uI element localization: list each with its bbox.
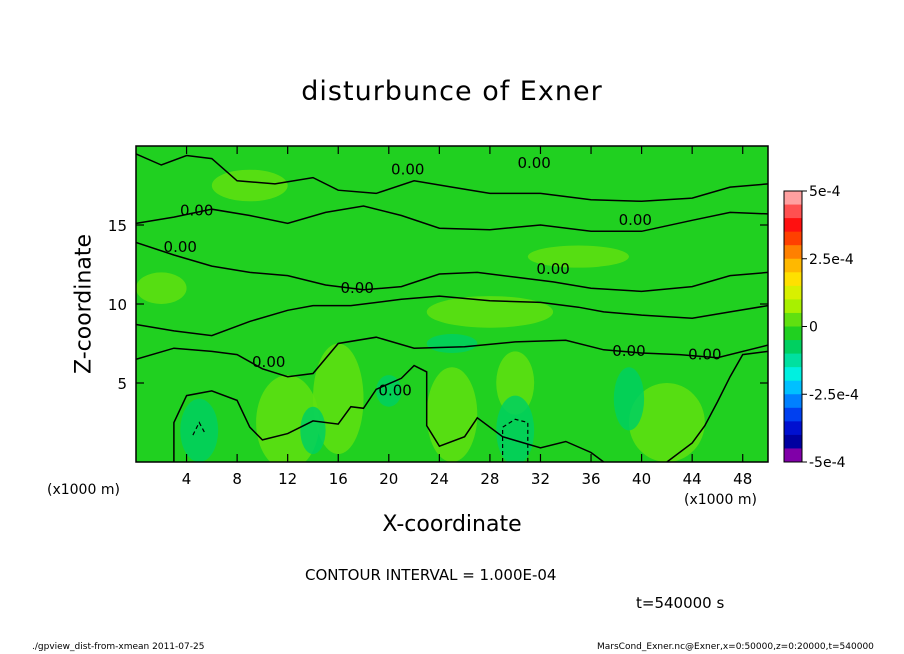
y-tick-label: 5	[117, 375, 127, 393]
colorbar-tick-label: 0	[809, 320, 818, 336]
x-tick-label: 44	[683, 470, 702, 488]
contour-line	[136, 153, 768, 203]
contour-label: 0.00	[688, 345, 721, 363]
negative-patch	[180, 398, 219, 462]
positive-patch	[496, 351, 535, 415]
contour-label: 0.00	[252, 353, 285, 371]
colorbar-swatch	[784, 421, 802, 436]
negative-patch	[300, 406, 326, 455]
contour-label: 0.00	[164, 238, 197, 256]
contour-label: 0.00	[340, 279, 373, 297]
negative-patch	[426, 334, 478, 353]
contour-label: 0.00	[391, 160, 424, 178]
colorbar-swatch	[784, 353, 802, 368]
contour-line	[136, 205, 768, 233]
x-tick-label: 32	[531, 470, 550, 488]
x-tick-label: 8	[232, 470, 242, 488]
negative-patch	[613, 367, 645, 431]
colorbar-tick-label: 2.5e-4	[809, 252, 854, 268]
colorbar-tick-label: 5e-4	[809, 184, 841, 200]
colorbar-swatch	[784, 326, 802, 341]
positive-patch	[426, 296, 554, 328]
contour-label: 0.00	[619, 211, 652, 229]
contour-line	[136, 241, 768, 293]
positive-patch	[426, 367, 478, 462]
colorbar-swatch	[784, 191, 802, 206]
contour-label: 0.00	[180, 202, 213, 220]
positive-patch	[312, 343, 364, 455]
x-tick-label: 24	[430, 470, 449, 488]
positive-patch	[628, 383, 705, 462]
contour-label: 0.00	[517, 154, 550, 172]
colorbar-swatch	[784, 258, 802, 273]
negative-patch	[496, 395, 535, 462]
x-unit-label-right: (x1000 m)	[684, 492, 757, 508]
x-tick-label: 4	[182, 470, 192, 488]
colorbar-tick-label: -2.5e-4	[809, 387, 859, 403]
x-tick-label: 12	[278, 470, 297, 488]
colorbar-swatch	[784, 367, 802, 382]
colorbar-swatch	[784, 434, 802, 449]
colorbar-swatch	[784, 231, 802, 246]
colorbar-swatch	[784, 448, 802, 463]
x-tick-label: 28	[480, 470, 499, 488]
negative-contour-line	[192, 421, 205, 436]
colorbar-swatch	[784, 272, 802, 287]
chart-title: disturbunce of Exner	[301, 76, 603, 107]
colorbar-swatch	[784, 299, 802, 314]
colorbar-swatch	[784, 245, 802, 260]
positive-patch	[136, 272, 187, 305]
x-tick-label: 20	[379, 470, 398, 488]
colorbar-swatch	[784, 204, 802, 219]
contour-interval-text: CONTOUR INTERVAL = 1.000E-04	[305, 566, 557, 584]
contour-label: 0.00	[536, 260, 569, 278]
x-tick-label: 36	[581, 470, 600, 488]
y-axis-label: Z-coordinate	[71, 234, 97, 374]
x-tick-label: 48	[733, 470, 752, 488]
time-stamp: t=540000 s	[636, 594, 725, 612]
positive-patch	[211, 169, 288, 202]
heatmap-patches: 0.00 0.00 0.00 0.00 0.00 0.00 0.00 0.00 0.00 0.00…	[136, 153, 768, 462]
y-tick-label: 15	[108, 217, 127, 235]
positive-patch	[527, 245, 629, 268]
negative-contour-line	[502, 418, 529, 462]
y-tick-label: 10	[108, 296, 127, 314]
x-tick-label: 16	[329, 470, 348, 488]
colorbar-swatch	[784, 312, 802, 327]
contour-label: 0.00	[378, 382, 411, 400]
colorbar-swatch	[784, 218, 802, 233]
colorbar-tick-label: -5e-4	[809, 455, 846, 471]
footer-right-text: MarsCond_Exner.nc@Exner,x=0:50000,z=0:20…	[597, 642, 874, 652]
footer-left-text: ./gpview_dist-from-xmean 2011-07-25	[32, 642, 205, 652]
contour-line	[136, 295, 768, 337]
x-axis-label: X-coordinate	[382, 512, 522, 537]
contour-line	[173, 364, 605, 462]
x-unit-label-left: (x1000 m)	[47, 482, 120, 498]
colorbar-swatch	[784, 407, 802, 422]
colorbar-swatch	[784, 380, 802, 395]
colorbar-swatch	[784, 285, 802, 300]
contour-line	[136, 336, 768, 378]
colorbar-swatch	[784, 394, 802, 409]
colorbar-swatch	[784, 340, 802, 355]
negative-patch	[376, 375, 402, 407]
contour-line	[666, 350, 768, 462]
contour-label: 0.00	[612, 342, 645, 360]
x-tick-label: 40	[632, 470, 651, 488]
